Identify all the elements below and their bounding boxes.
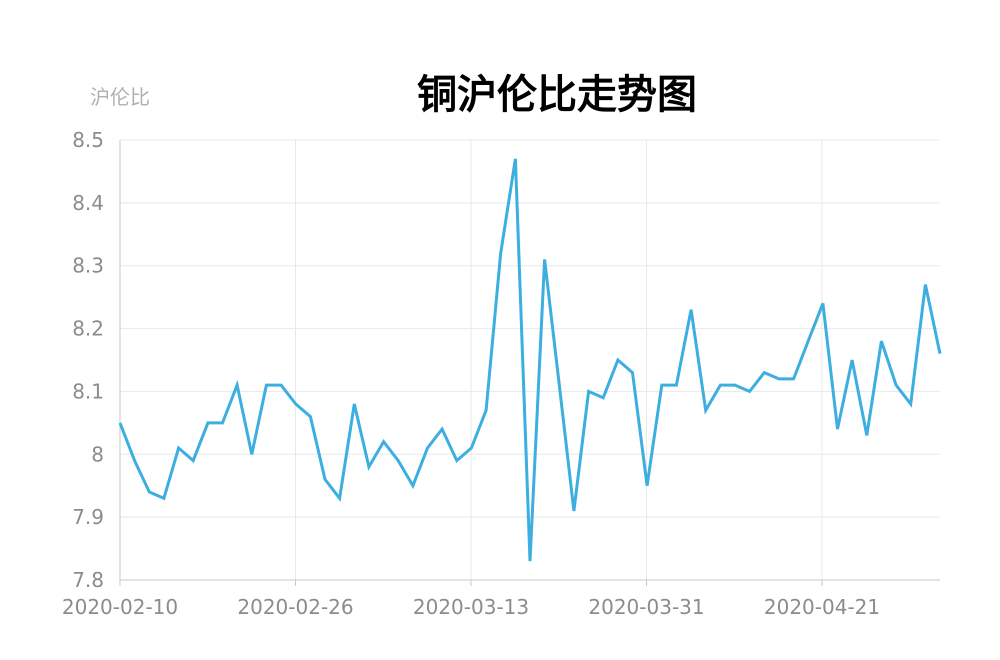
grid [120,139,940,580]
y-tick-label: 8 [91,442,104,466]
x-tick-label: 2020-02-26 [237,595,353,619]
y-tick-label: 7.9 [72,505,104,529]
y-tick-label: 8.5 [72,128,104,152]
y-tick-label: 8.3 [72,254,104,278]
y-tick-label: 8.1 [72,379,104,403]
x-tick-label: 2020-03-13 [413,595,529,619]
axes [119,140,940,586]
tick-labels: 8.5 8.4 8.3 8.2 8.1 8 7.9 7.8 2020-02-10 2020-02-… [62,128,880,619]
y-tick-label: 8.2 [72,317,104,341]
x-tick-label: 2020-02-10 [62,595,178,619]
y-tick-label: 8.4 [72,191,104,215]
y-axis-label: 沪伦比 [90,85,150,109]
series-line [118,158,942,562]
x-tick-label: 2020-04-21 [764,595,880,619]
chart-title: 铜沪伦比走势图 [417,72,697,118]
y-tick-label: 7.8 [72,568,104,592]
x-tick-label: 2020-03-31 [588,595,704,619]
series [118,158,942,562]
